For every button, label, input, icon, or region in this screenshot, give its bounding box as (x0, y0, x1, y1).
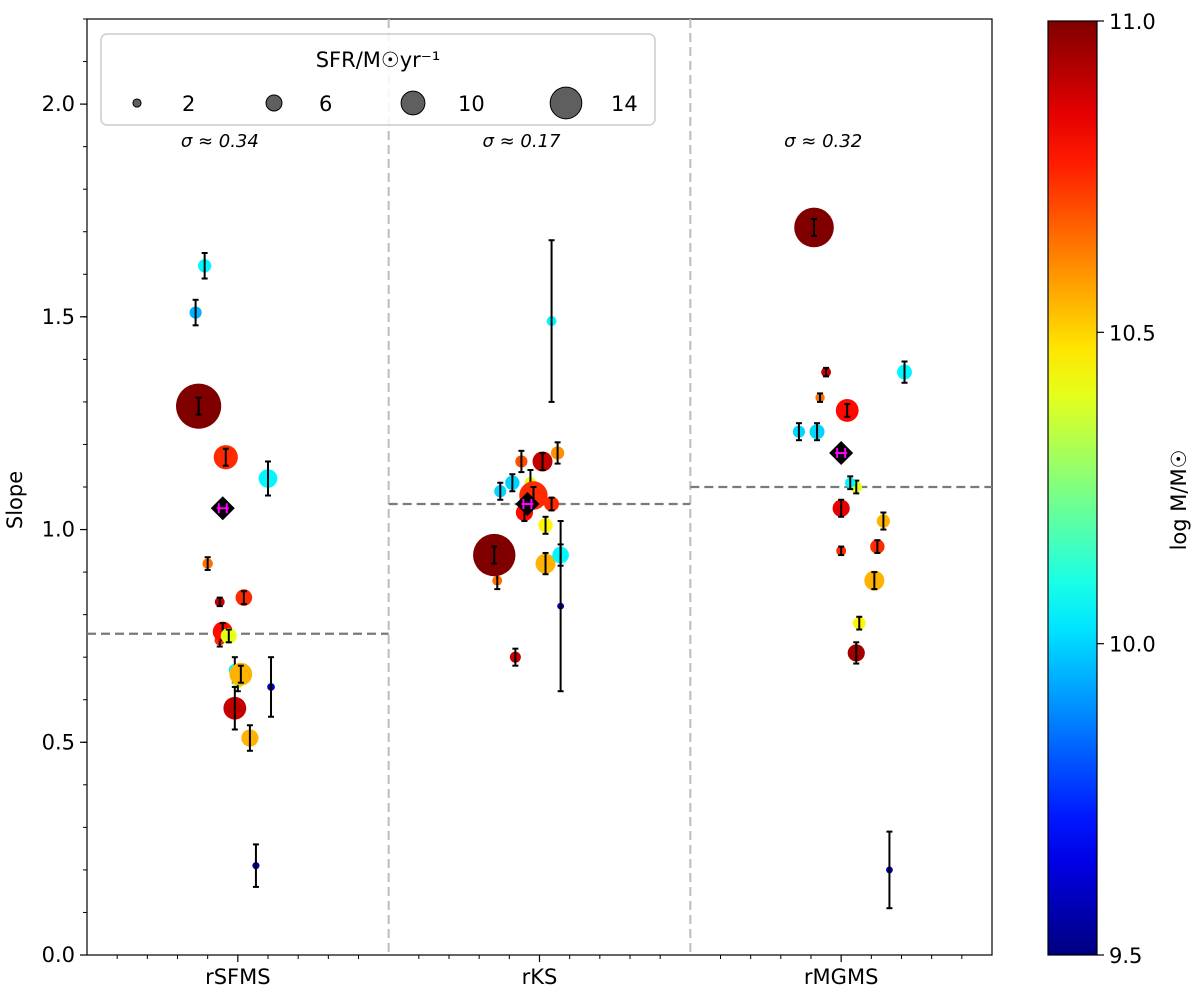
x-tick-label: rMGMS (804, 965, 878, 989)
legend-marker (132, 98, 142, 108)
legend-box (100, 33, 656, 126)
y-tick-label: 0.0 (42, 943, 75, 967)
legend-entry-label: 10 (458, 92, 485, 116)
y-tick-label: 1.0 (42, 518, 75, 542)
sigma-label: σ ≈ 0.32 (784, 131, 862, 152)
y-tick-label: 0.5 (42, 730, 75, 754)
colorbar-tick-label: 10.5 (1109, 321, 1156, 345)
y-tick-label: 1.5 (42, 305, 75, 329)
legend-marker (549, 86, 583, 120)
colorbar-label: log M/M☉ (1167, 450, 1191, 551)
x-tick-label: rKS (522, 965, 558, 989)
colorbar-tick-label: 11.0 (1109, 10, 1156, 34)
y-axis-label: Slope (3, 471, 27, 529)
legend-entry-label: 2 (182, 92, 195, 116)
legend-marker (265, 94, 283, 112)
legend-entry-label: 14 (611, 92, 638, 116)
colorbar-tick-label: 9.5 (1109, 944, 1142, 968)
plot-area: 0.0 0.5 1.0 1.5 2.0 rSFMS rKS rMGMS σ ≈ 0.34 σ ≈ … (42, 18, 993, 989)
legend-entry-label: 6 (319, 92, 332, 116)
sigma-label: σ ≈ 0.17 (482, 131, 561, 152)
colorbar-tick-label: 10.0 (1109, 633, 1156, 657)
sigma-label: σ ≈ 0.34 (181, 131, 259, 152)
x-tick-label: rSFMS (205, 965, 271, 989)
legend-marker (400, 90, 426, 116)
legend-title: SFR/M☉yr⁻¹ (316, 48, 441, 72)
colorbar (1047, 20, 1098, 956)
y-tick-label: 2.0 (42, 92, 75, 116)
